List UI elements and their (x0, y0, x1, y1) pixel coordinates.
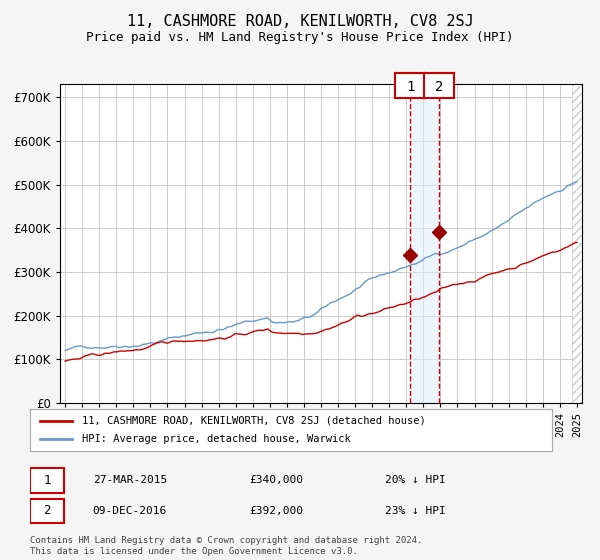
Bar (572, 84, 582, 403)
Text: 11, CASHMORE ROAD, KENILWORTH, CV8 2SJ: 11, CASHMORE ROAD, KENILWORTH, CV8 2SJ (127, 14, 473, 29)
Text: 11, CASHMORE ROAD, KENILWORTH, CV8 2SJ (detached house): 11, CASHMORE ROAD, KENILWORTH, CV8 2SJ (… (82, 416, 426, 426)
Text: 23% ↓ HPI: 23% ↓ HPI (385, 506, 446, 516)
Text: Price paid vs. HM Land Registry's House Price Index (HPI): Price paid vs. HM Land Registry's House … (86, 31, 514, 44)
Text: 27-MAR-2015: 27-MAR-2015 (92, 475, 167, 485)
Bar (410, 84, 439, 403)
Text: £392,000: £392,000 (249, 506, 303, 516)
Text: 2: 2 (43, 505, 51, 517)
Text: 1: 1 (43, 474, 51, 487)
FancyBboxPatch shape (30, 468, 64, 493)
Text: 2: 2 (435, 80, 443, 94)
Text: HPI: Average price, detached house, Warwick: HPI: Average price, detached house, Warw… (82, 434, 351, 444)
Text: £340,000: £340,000 (249, 475, 303, 485)
Text: 1: 1 (406, 80, 415, 94)
Text: Contains HM Land Registry data © Crown copyright and database right 2024.
This d: Contains HM Land Registry data © Crown c… (30, 536, 422, 556)
Text: 09-DEC-2016: 09-DEC-2016 (92, 506, 167, 516)
Text: 20% ↓ HPI: 20% ↓ HPI (385, 475, 446, 485)
FancyBboxPatch shape (30, 499, 64, 523)
Bar (572, 84, 582, 403)
